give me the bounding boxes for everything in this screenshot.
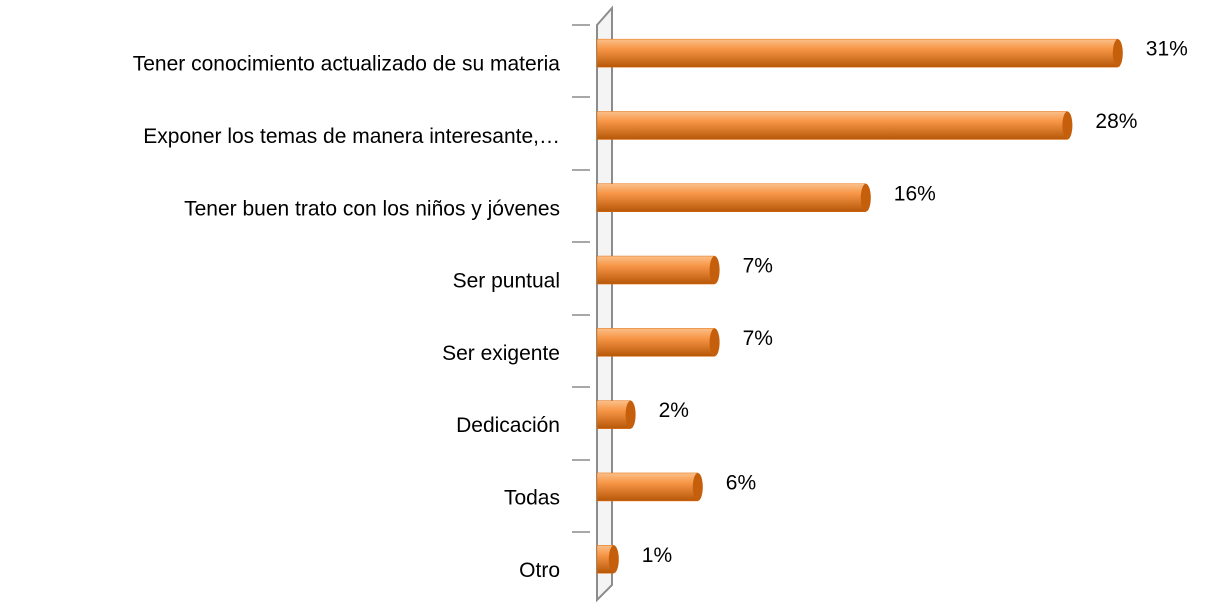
category-label: Ser exigente bbox=[442, 342, 560, 365]
value-label: 16% bbox=[894, 182, 936, 205]
bar-end bbox=[692, 472, 703, 501]
bar-end bbox=[860, 183, 871, 212]
value-label: 31% bbox=[1146, 38, 1188, 61]
bar bbox=[596, 255, 715, 285]
category-label: Ser puntual bbox=[453, 270, 560, 293]
bar-end bbox=[625, 400, 636, 429]
category-label: Todas bbox=[504, 486, 560, 509]
category-label: Otro bbox=[519, 559, 560, 582]
bar bbox=[596, 111, 1068, 140]
bar bbox=[596, 472, 699, 502]
value-label: 6% bbox=[726, 471, 756, 494]
category-ticks bbox=[572, 24, 590, 533]
bar-end bbox=[1062, 111, 1073, 140]
bar bbox=[596, 38, 1119, 68]
category-label: Tener conocimiento actualizado de su mat… bbox=[133, 53, 561, 76]
bar bbox=[596, 328, 715, 357]
bar-end bbox=[608, 545, 619, 574]
value-label: 7% bbox=[743, 327, 773, 350]
bar-end bbox=[1112, 39, 1123, 68]
value-label: 28% bbox=[1095, 110, 1137, 133]
value-label: 1% bbox=[642, 544, 672, 567]
axis-wall bbox=[596, 5, 613, 603]
value-label: 7% bbox=[743, 255, 773, 278]
category-label: Dedicación bbox=[456, 414, 560, 437]
bar bbox=[596, 183, 867, 212]
category-label: Tener buen trato con los niños y jóvenes bbox=[184, 197, 560, 220]
bar bbox=[596, 400, 631, 429]
value-label: 2% bbox=[659, 399, 689, 422]
bar-end bbox=[709, 256, 720, 285]
category-label: Exponer los temas de manera interesante,… bbox=[143, 125, 560, 148]
bar-end bbox=[709, 328, 720, 357]
